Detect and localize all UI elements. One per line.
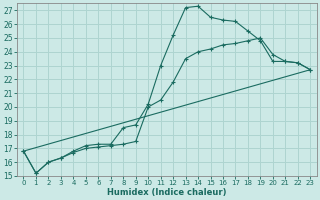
X-axis label: Humidex (Indice chaleur): Humidex (Indice chaleur)	[107, 188, 227, 197]
